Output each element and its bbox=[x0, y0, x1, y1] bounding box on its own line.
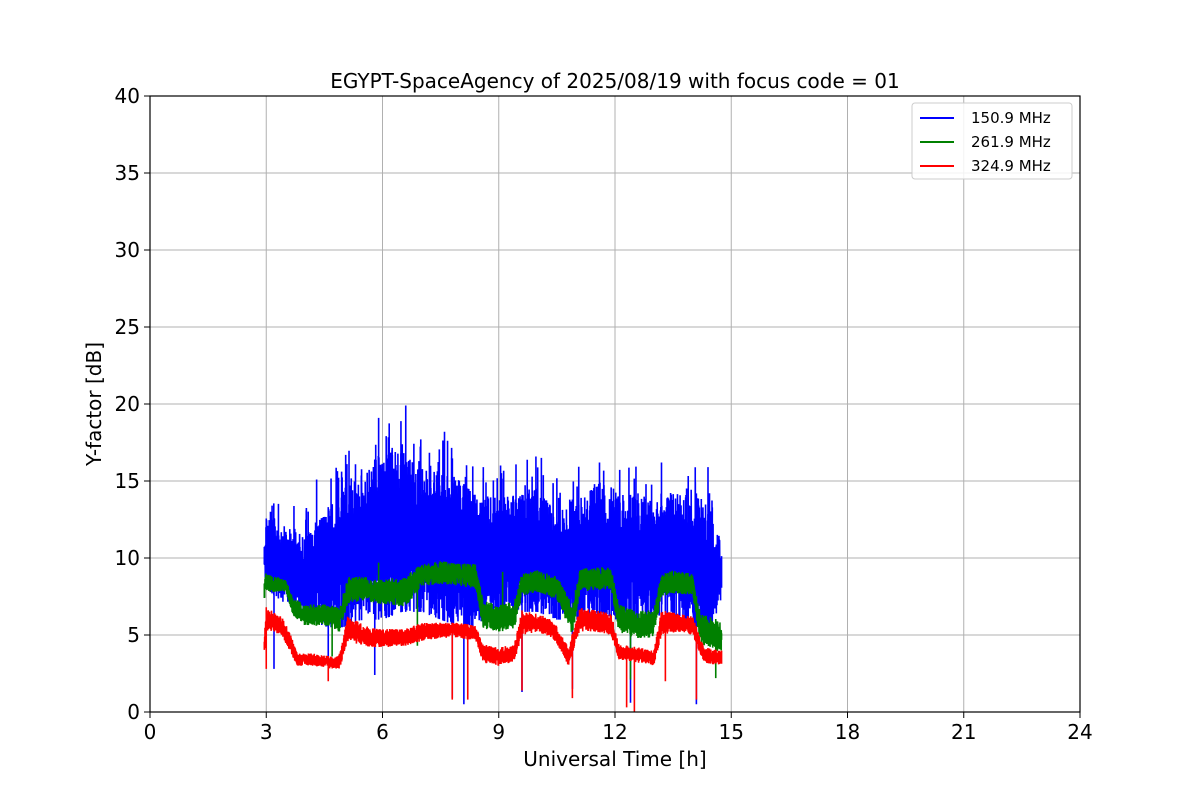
axis-ticks: 0 3 6 9 12 15 18 21 24 0 5 10 15 20 25 30 35 40 bbox=[115, 84, 1093, 744]
legend-label: 324.9 MHz bbox=[971, 157, 1051, 175]
y-tick-label: 0 bbox=[127, 700, 140, 724]
x-axis-title: Universal Time [h] bbox=[523, 747, 706, 771]
x-tick-label: 15 bbox=[719, 720, 744, 744]
x-tick-label: 6 bbox=[376, 720, 389, 744]
series-line bbox=[263, 405, 723, 705]
y-tick-label: 15 bbox=[115, 469, 140, 493]
series-150-9-mhz bbox=[263, 405, 723, 705]
chart-title: EGYPT-SpaceAgency of 2025/08/19 with foc… bbox=[330, 69, 899, 93]
legend: 150.9 MHz 261.9 MHz 324.9 MHz bbox=[911, 102, 1073, 180]
y-tick-label: 20 bbox=[115, 392, 140, 416]
x-tick-label: 24 bbox=[1067, 720, 1092, 744]
y-tick-label: 35 bbox=[115, 161, 140, 185]
series-line bbox=[263, 607, 723, 712]
series-261-9-mhz bbox=[263, 561, 723, 680]
y-tick-label: 5 bbox=[127, 623, 140, 647]
x-tick-label: 18 bbox=[835, 720, 860, 744]
x-tick-label: 12 bbox=[602, 720, 627, 744]
x-tick-label: 0 bbox=[144, 720, 157, 744]
legend-label: 261.9 MHz bbox=[971, 133, 1051, 151]
legend-label: 150.9 MHz bbox=[971, 109, 1051, 127]
y-tick-label: 10 bbox=[115, 546, 140, 570]
grid bbox=[149, 95, 1081, 713]
y-tick-label: 30 bbox=[115, 238, 140, 262]
legend-item: 261.9 MHz bbox=[920, 133, 1051, 151]
y-axis-title: Y-factor [dB] bbox=[82, 342, 106, 467]
y-tick-label: 25 bbox=[115, 315, 140, 339]
legend-box bbox=[911, 102, 1073, 180]
x-tick-label: 21 bbox=[951, 720, 976, 744]
legend-item: 324.9 MHz bbox=[920, 157, 1051, 175]
y-tick-label: 40 bbox=[115, 84, 140, 108]
x-tick-label: 9 bbox=[492, 720, 505, 744]
plot-series bbox=[263, 405, 723, 712]
x-tick-label: 3 bbox=[260, 720, 273, 744]
series-324-9-mhz bbox=[263, 607, 723, 712]
legend-item: 150.9 MHz bbox=[920, 109, 1051, 127]
series-line bbox=[263, 561, 723, 680]
